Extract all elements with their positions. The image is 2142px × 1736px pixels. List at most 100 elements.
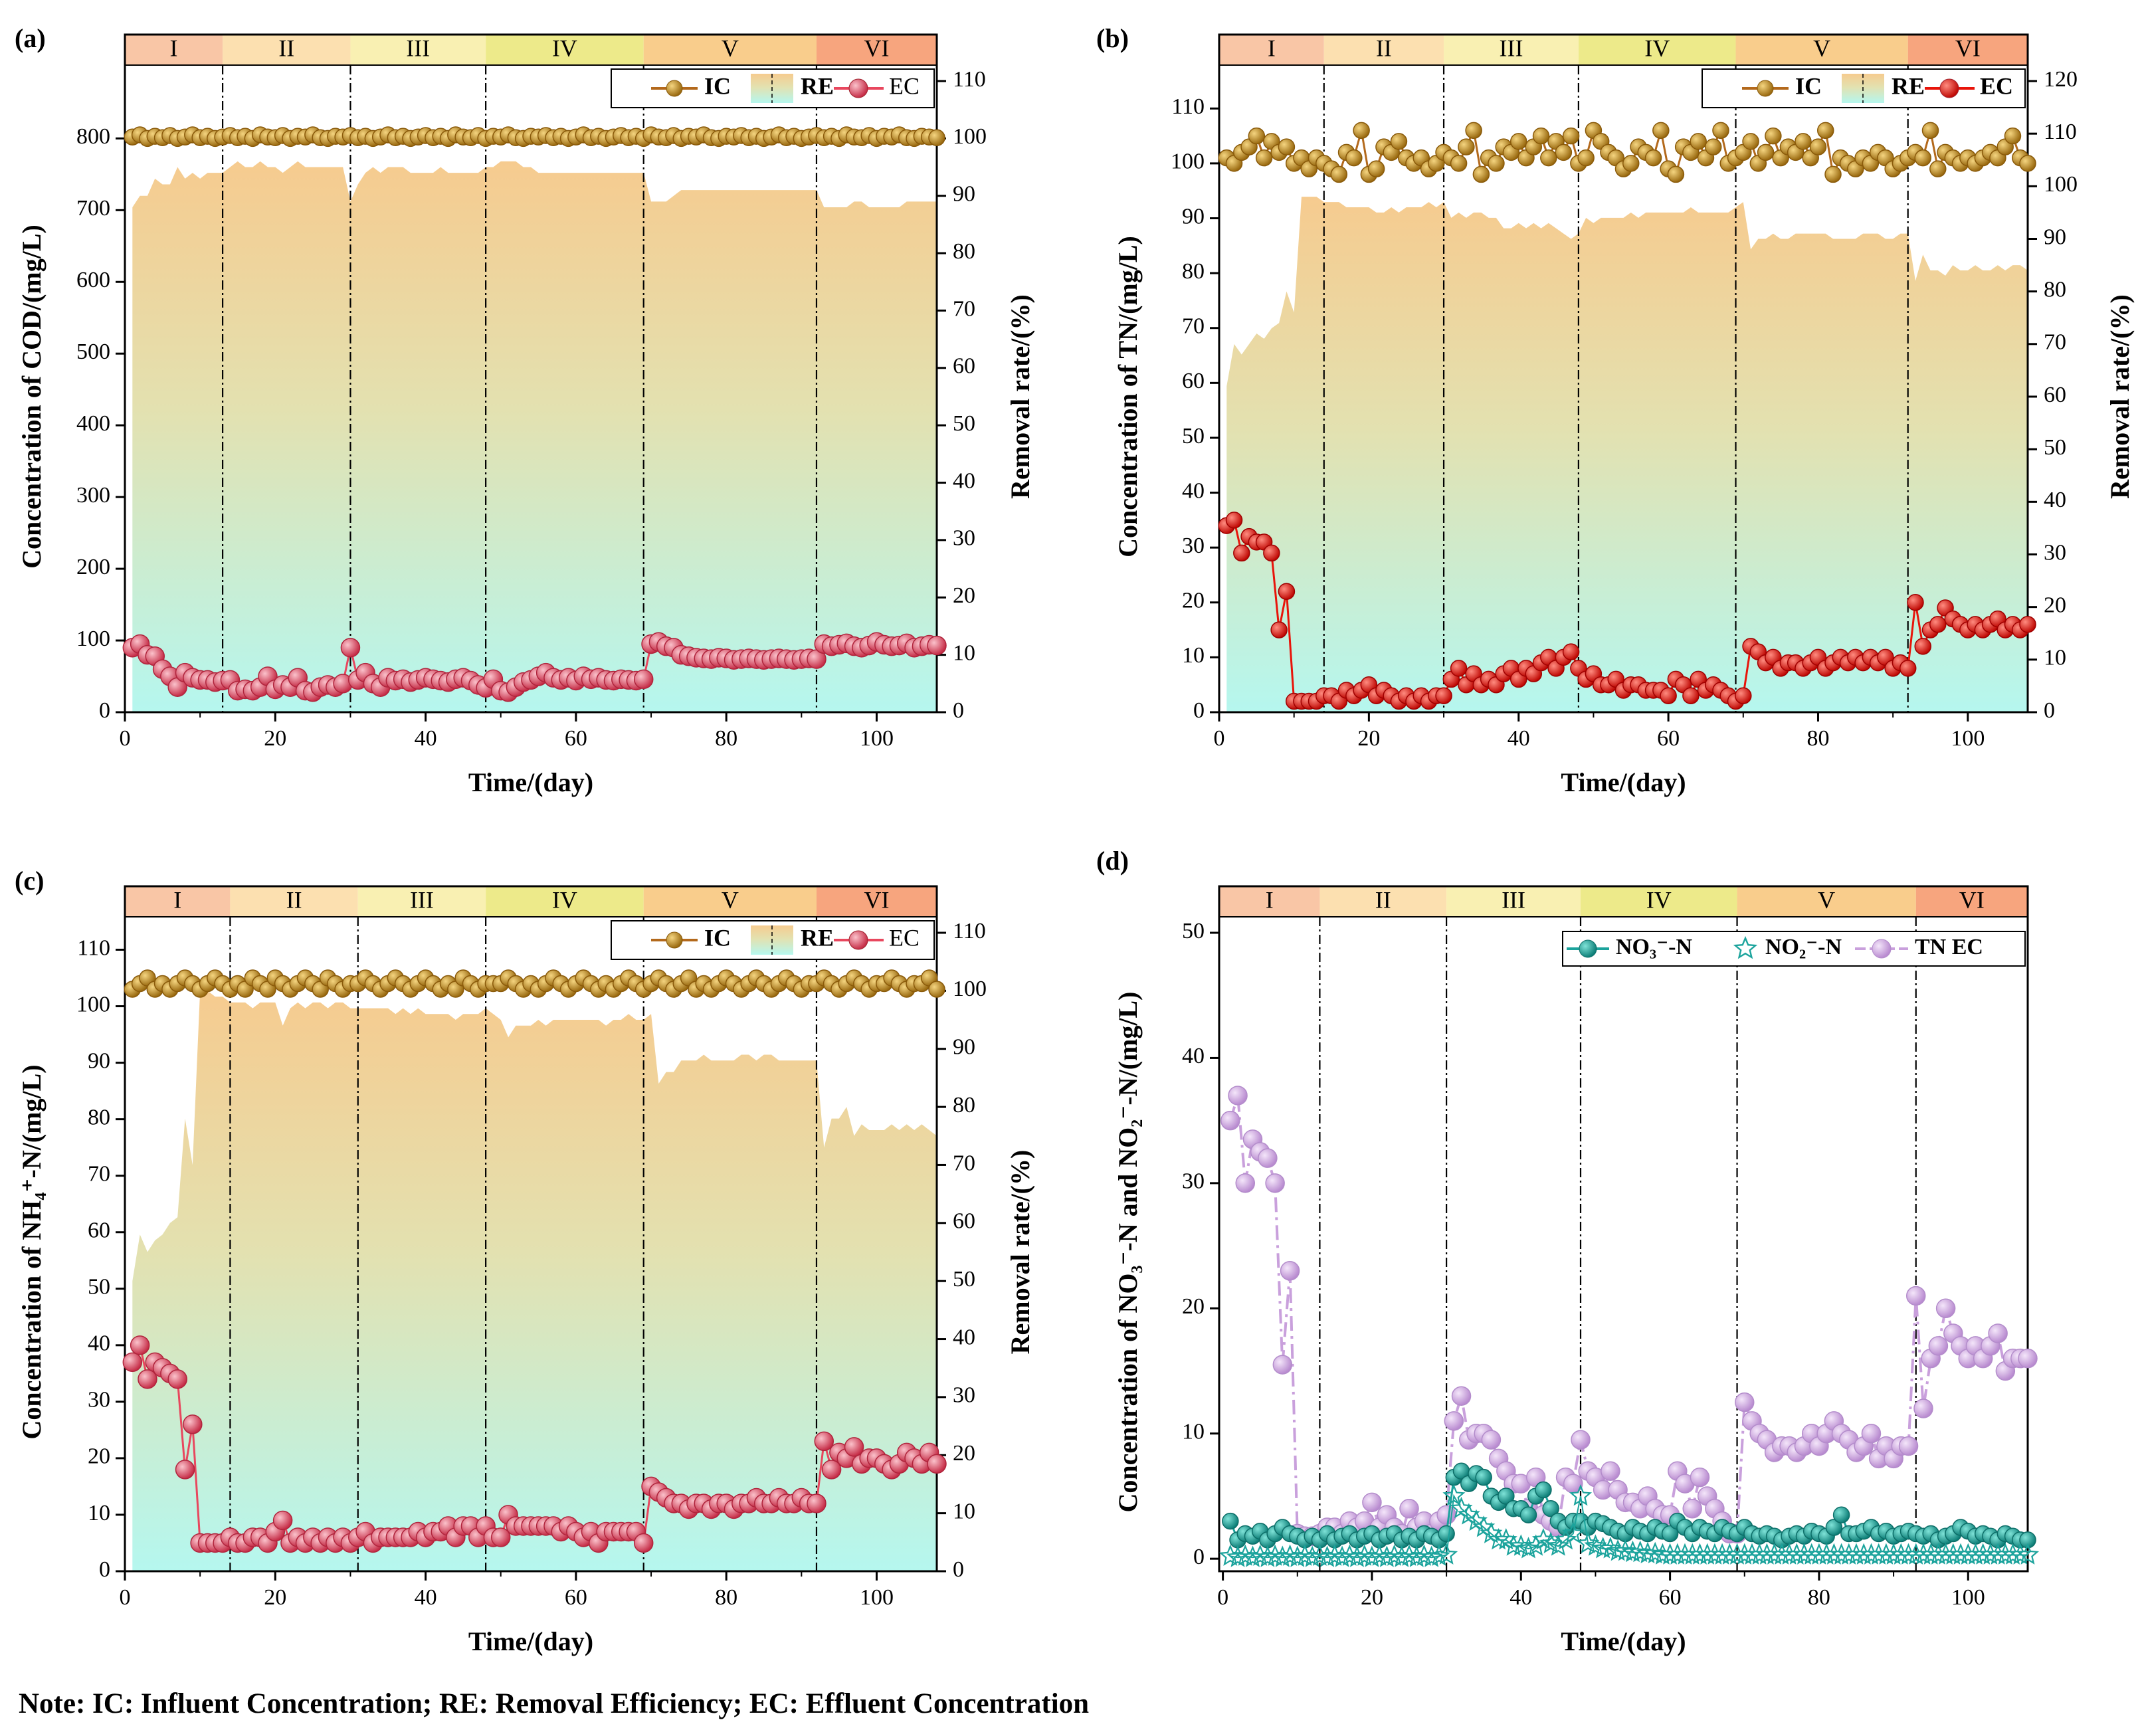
ic-point [1809, 138, 1827, 155]
legend-ic-label: IC [704, 72, 731, 99]
y2-axis-title: Removal rate/(%) [2105, 294, 2135, 499]
ic-point [1472, 165, 1490, 183]
no3-point [2019, 1531, 2036, 1549]
no2-point [1427, 1544, 1450, 1566]
no2-point [1539, 1531, 1563, 1554]
ic-point [1817, 122, 1834, 140]
no3-point [1498, 1488, 1515, 1505]
y-tick-label: 0 [99, 1557, 110, 1582]
no2-point [1636, 1541, 1659, 1564]
ec-point [1907, 594, 1924, 611]
y2-tick-label: 0 [953, 1557, 964, 1582]
ic-point [1914, 149, 1931, 167]
x-tick-label: 40 [415, 1585, 437, 1610]
legend-no3-marker [1579, 939, 1597, 958]
phase-band [350, 35, 486, 65]
x-tick-label: 80 [1806, 726, 1829, 751]
y2-axis-title: Removal rate/(%) [1005, 294, 1035, 499]
ec-point [807, 1494, 827, 1513]
y2-tick-label: 40 [953, 1325, 975, 1349]
ec-point [1914, 638, 1931, 655]
no2-point [1591, 1537, 1614, 1559]
figure-note: Note: IC: Influent Concentration; RE: Re… [19, 1688, 1090, 1719]
y2-tick-label: 80 [2044, 277, 2066, 302]
x-tick-label: 0 [1214, 726, 1225, 751]
tn-point [1898, 1436, 1919, 1456]
tn-point [1861, 1423, 1882, 1444]
no2-point [2008, 1543, 2032, 1565]
phase-label: V [1818, 886, 1835, 913]
phase-label: IV [552, 886, 577, 913]
y-axis-title: Concentration of TN/(mg/L) [1113, 236, 1143, 557]
ic-point [1824, 165, 1842, 183]
no2-point [1584, 1534, 1607, 1556]
y2-tick-label: 70 [953, 1151, 975, 1175]
ic-point [1345, 149, 1363, 167]
x-tick-label: 60 [565, 1585, 587, 1610]
x-tick-label: 20 [1361, 1585, 1383, 1610]
phase-label: I [170, 35, 178, 61]
ec-point [1735, 687, 1752, 704]
y2-tick-label: 20 [2044, 593, 2066, 617]
phase-band [125, 35, 223, 65]
x-tick-label: 0 [120, 726, 131, 751]
legend-ec-label: EC [1980, 72, 2013, 99]
x-tick-label: 60 [565, 726, 587, 751]
ic-point [1562, 127, 1580, 145]
no2-point [1271, 1545, 1294, 1567]
y2-tick-label: 80 [953, 1093, 975, 1117]
x-tick-label: 40 [1509, 1585, 1532, 1610]
x-tick-label: 0 [120, 1585, 131, 1610]
y2-tick-label: 50 [953, 411, 975, 436]
ic-point [1330, 165, 1348, 183]
x-tick-label: 20 [264, 1585, 286, 1610]
legend-box [1562, 931, 2026, 967]
ic-point [1742, 133, 1759, 150]
ic-point [1712, 122, 1729, 140]
no2-point [1577, 1531, 1600, 1554]
ec-point [490, 1527, 511, 1547]
legend-ec-label: EC [889, 924, 920, 951]
tn-point [1451, 1386, 1472, 1406]
phase-label: V [722, 886, 739, 913]
re-area [132, 161, 937, 713]
phase-band [486, 886, 644, 917]
x-tick-label: 80 [715, 726, 737, 751]
phase-label: I [173, 886, 181, 913]
y-tick-label: 60 [1182, 369, 1205, 393]
y2-tick-label: 70 [953, 296, 975, 321]
x-tick-label: 80 [1808, 1585, 1830, 1610]
y2-axis-title: Removal rate/(%) [1005, 1150, 1035, 1355]
y-tick-label: 100 [76, 627, 110, 651]
ic-point [1667, 165, 1685, 183]
ic-point [1652, 122, 1670, 140]
ec-point [1450, 660, 1468, 677]
no2-point [1420, 1545, 1443, 1567]
phase-band [125, 886, 231, 917]
panel-label: (b) [1096, 23, 1129, 53]
x-tick-label: 60 [1659, 1585, 1682, 1610]
ic-point [1690, 133, 1707, 150]
y2-tick-label: 90 [953, 1035, 975, 1060]
no3-point [1832, 1506, 1850, 1523]
no2-point [1561, 1521, 1585, 1543]
y-tick-label: 400 [76, 411, 110, 436]
ec-point [1899, 660, 1917, 677]
y-tick-label: 30 [1182, 533, 1205, 558]
phase-label: V [722, 35, 739, 61]
legend-ic-label: IC [704, 924, 731, 951]
no3-point [1222, 1512, 1239, 1530]
ic-point [1248, 127, 1266, 145]
tn-line [1228, 1095, 2028, 1538]
tn-point [1362, 1492, 1382, 1513]
legend-ic-label: IC [1795, 72, 1822, 99]
ic-point [1465, 122, 1482, 140]
panel-a: (a) I II III IV V VI0 20 40 60 80 10001002003004005… [15, 23, 1035, 797]
phase-label: II [278, 35, 294, 61]
ic-point [1509, 133, 1527, 150]
ec-point [844, 1437, 864, 1457]
ic-point [1488, 155, 1505, 172]
y2-tick-label: 90 [2044, 225, 2066, 249]
legend-re-label: RE [1892, 72, 1925, 99]
